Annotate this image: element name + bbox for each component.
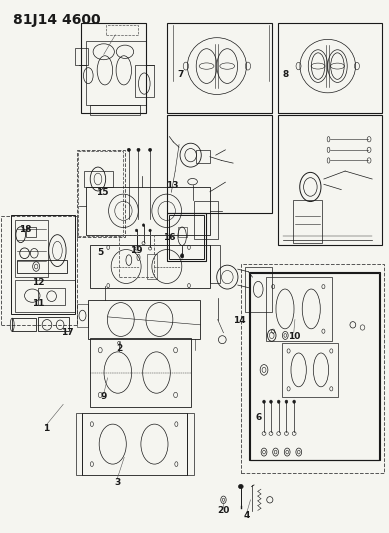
Bar	[241, 264, 384, 473]
Bar	[77, 150, 125, 237]
Text: 5: 5	[97, 248, 103, 257]
Bar	[249, 272, 380, 460]
Text: 12: 12	[32, 278, 44, 287]
Text: 11: 11	[32, 299, 44, 308]
Bar	[169, 215, 204, 259]
Bar	[245, 266, 272, 312]
Bar	[282, 343, 338, 397]
Text: 9: 9	[100, 392, 107, 401]
Text: 8: 8	[282, 70, 288, 79]
Text: 15: 15	[96, 188, 109, 197]
Text: 1: 1	[43, 424, 49, 433]
Text: 10: 10	[287, 332, 300, 341]
Bar	[77, 304, 88, 327]
Bar	[15, 220, 48, 277]
Bar	[12, 318, 36, 331]
Ellipse shape	[238, 484, 243, 489]
Bar	[167, 22, 272, 113]
Ellipse shape	[137, 148, 140, 151]
Bar	[177, 227, 187, 237]
Bar	[75, 48, 88, 65]
Bar	[210, 245, 220, 284]
Bar	[250, 273, 379, 460]
Bar	[196, 150, 210, 163]
Bar	[84, 171, 113, 187]
Bar	[11, 215, 75, 314]
Bar	[38, 317, 69, 331]
Ellipse shape	[127, 148, 130, 151]
Bar	[167, 214, 206, 261]
Ellipse shape	[135, 229, 138, 232]
Ellipse shape	[270, 400, 272, 403]
Text: 16: 16	[163, 233, 175, 242]
Text: 4: 4	[244, 511, 250, 520]
Bar	[26, 227, 36, 237]
Bar	[81, 22, 146, 113]
Ellipse shape	[142, 224, 145, 227]
Bar	[82, 414, 187, 475]
Text: 20: 20	[217, 506, 230, 515]
Text: 6: 6	[255, 413, 261, 422]
Bar	[119, 235, 154, 277]
Bar	[194, 201, 218, 239]
Bar	[277, 22, 382, 113]
Text: 18: 18	[19, 225, 32, 234]
Bar	[2, 216, 77, 325]
Text: 17: 17	[61, 328, 74, 337]
Text: 13: 13	[166, 181, 178, 190]
Bar	[86, 187, 210, 235]
Ellipse shape	[293, 400, 296, 403]
Bar	[88, 300, 200, 340]
Text: 81J14 4600: 81J14 4600	[13, 13, 101, 27]
Ellipse shape	[149, 229, 151, 232]
Ellipse shape	[285, 400, 288, 403]
Text: 7: 7	[178, 70, 184, 79]
Ellipse shape	[180, 254, 184, 258]
Bar	[78, 151, 123, 236]
Bar	[135, 65, 154, 97]
Bar	[90, 245, 210, 288]
Text: 2: 2	[116, 344, 122, 353]
Bar	[106, 25, 138, 35]
Bar	[293, 200, 322, 243]
Bar	[167, 115, 272, 214]
Bar	[147, 254, 157, 279]
Ellipse shape	[277, 400, 280, 403]
Ellipse shape	[149, 148, 152, 151]
Text: 3: 3	[114, 478, 120, 487]
Bar	[15, 280, 75, 312]
Bar	[90, 105, 140, 115]
Text: 14: 14	[233, 316, 246, 325]
Bar	[86, 41, 146, 105]
Bar	[90, 338, 191, 407]
Bar	[75, 414, 82, 475]
Bar	[38, 288, 65, 305]
Bar	[266, 277, 331, 341]
Ellipse shape	[263, 400, 265, 403]
Bar	[277, 115, 382, 245]
Text: 19: 19	[130, 246, 143, 255]
Bar	[187, 414, 194, 475]
Bar	[17, 260, 67, 273]
